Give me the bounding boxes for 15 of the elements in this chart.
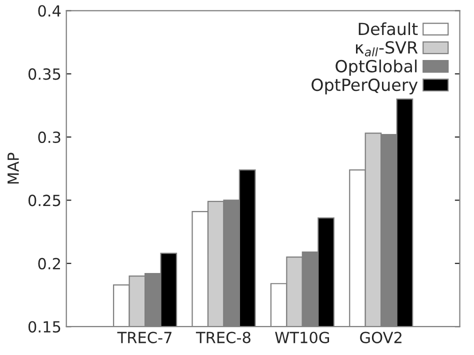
legend-label: κ$_{all}$-SVR bbox=[356, 41, 418, 56]
y-tick-label: 0.4 bbox=[38, 5, 61, 17]
x-tick-label: TREC-8 bbox=[196, 332, 250, 344]
y-tick-label: 0.2 bbox=[38, 258, 60, 270]
y-tick-label: 0.3 bbox=[38, 131, 60, 144]
legend-label: OptGlobal bbox=[336, 60, 417, 76]
x-tick-label: TREC-7 bbox=[117, 332, 172, 344]
legend-label: Default bbox=[358, 22, 418, 36]
y-axis-title: MAP bbox=[8, 152, 19, 184]
x-tick-label: GOV2 bbox=[360, 332, 402, 344]
y-tick-label: 0.25 bbox=[28, 194, 60, 206]
y-tick-label: 0.35 bbox=[28, 68, 60, 80]
x-tick-label: WT10G bbox=[275, 332, 330, 344]
legend-label: OptPerQuery bbox=[312, 78, 418, 94]
y-tick-label: 0.15 bbox=[28, 321, 60, 333]
